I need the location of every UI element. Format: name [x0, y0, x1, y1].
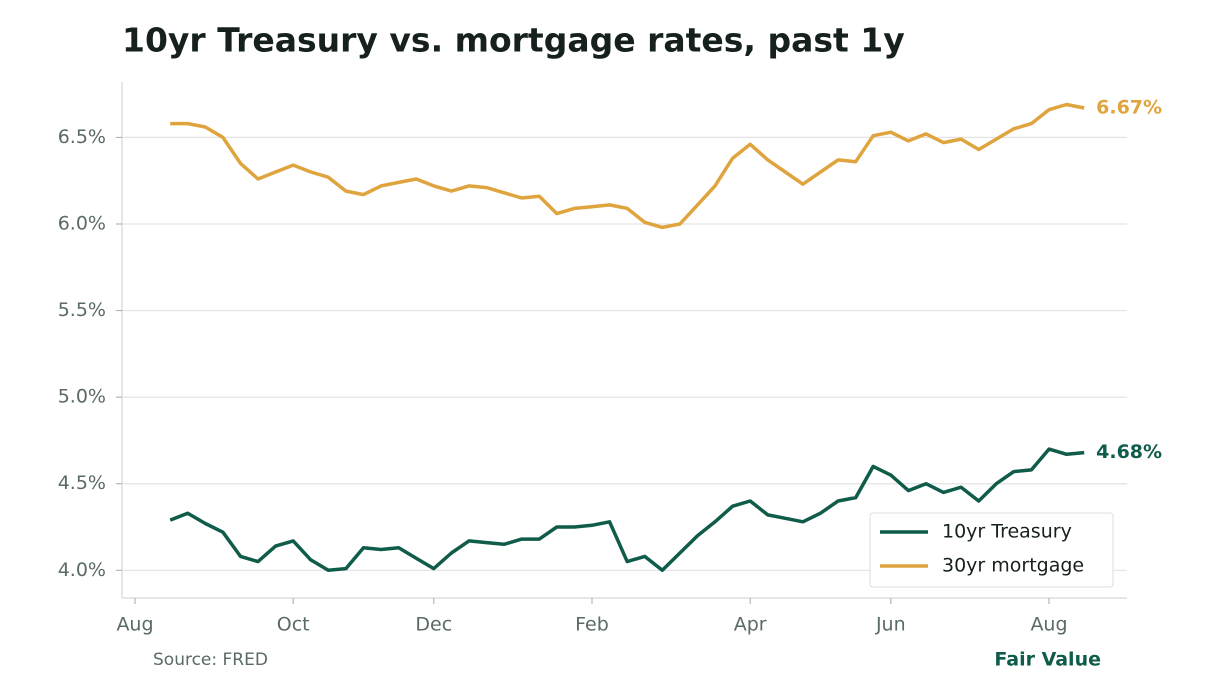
- series-line: [170, 102, 1085, 230]
- y-tick-label: 5.0%: [58, 386, 106, 408]
- brand: Fair Value: [994, 649, 1101, 671]
- legend-label: 30yr mortgage: [942, 555, 1084, 577]
- legend-label: 10yr Treasury: [942, 521, 1072, 543]
- legend-box: [869, 512, 1114, 588]
- chart-title: 10yr Treasury vs. mortgage rates, past 1…: [122, 21, 905, 60]
- x-tick-label: Aug: [1030, 614, 1067, 636]
- y-tick-label: 5.5%: [58, 299, 106, 321]
- x-tick-label: Apr: [734, 614, 767, 636]
- x-tick-label: Dec: [415, 614, 452, 636]
- x-tick-label: Jun: [875, 614, 906, 636]
- x-tick-label: Oct: [277, 614, 310, 636]
- series-line: [169, 447, 1085, 573]
- source: Source: FRED: [153, 650, 268, 670]
- y-tick-label: 4.5%: [58, 472, 106, 494]
- end-label: 4.68%: [1096, 441, 1162, 463]
- y-tick-label: 6.0%: [58, 212, 106, 234]
- x-tick-label: Feb: [575, 614, 609, 636]
- y-tick-label: 4.0%: [58, 559, 106, 581]
- x-tick-label: Aug: [116, 614, 153, 636]
- y-tick-label: 6.5%: [58, 126, 106, 148]
- end-label: 6.67%: [1096, 96, 1162, 118]
